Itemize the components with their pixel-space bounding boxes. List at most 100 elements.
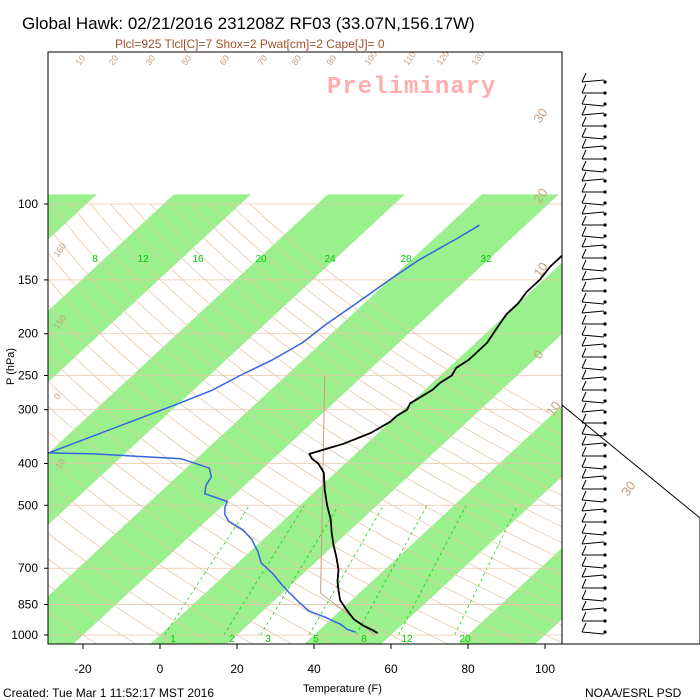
wind-barb-dot — [603, 443, 607, 447]
wind-barb-dot — [603, 256, 607, 260]
wind-barb-flag — [581, 226, 587, 237]
wind-barb-flag — [581, 259, 587, 270]
wind-barb-dot — [603, 168, 607, 172]
wind-barb-dot — [603, 553, 607, 557]
wind-barb-flag — [581, 556, 587, 567]
wind-barb-flag — [581, 248, 587, 259]
wind-barb-shaft — [581, 343, 605, 347]
wind-barb-flag — [581, 424, 587, 435]
wind-barb-flag — [581, 413, 587, 424]
wind-barb-shaft — [581, 598, 605, 602]
theta-label: 70 — [255, 53, 269, 67]
wind-barb-dot — [603, 102, 607, 106]
y-tick-label: 700 — [18, 561, 38, 575]
dry-adiabat-line — [48, 329, 528, 644]
right-temp-label: 30 — [618, 478, 639, 498]
wind-barb-flag — [581, 358, 587, 369]
wind-barb-flag — [581, 534, 587, 545]
wind-barb-dot — [603, 157, 607, 161]
mixing-ratio-line — [308, 505, 384, 636]
wind-barb-dot — [603, 575, 607, 579]
wind-barb-dot — [603, 91, 607, 95]
x-tick-label: 60 — [384, 662, 398, 676]
wind-barb-dot — [603, 476, 607, 480]
x-tick-label: -20 — [74, 662, 92, 676]
temperature-band — [48, 194, 97, 240]
x-tick-label: 40 — [307, 662, 321, 676]
dry-adiabat-line — [170, 203, 562, 481]
wind-barb-flag — [581, 545, 587, 556]
wind-barb-flag — [581, 336, 587, 347]
dry-adiabat-line — [48, 456, 332, 644]
wind-barb-dot — [603, 212, 607, 216]
isotherm-label: 12 — [137, 254, 149, 265]
dewpoint-trace — [48, 224, 480, 633]
wind-barb-shaft — [581, 211, 605, 215]
wind-barb-shaft — [581, 235, 605, 239]
wind-barb-dot — [603, 564, 607, 568]
wind-barb-flag — [581, 138, 587, 149]
wind-barb-flag — [581, 94, 587, 105]
mixing-ratio-line — [454, 505, 518, 636]
wind-barb-dot — [603, 278, 607, 282]
wind-barb-dot — [603, 344, 607, 348]
wind-barb-flag — [581, 501, 587, 512]
wind-barb-dot — [603, 267, 607, 271]
isotherm-label: 32 — [480, 254, 492, 265]
wind-barb-shaft — [581, 631, 605, 635]
dry-adiabat-line — [48, 558, 176, 644]
wind-barbs — [581, 72, 607, 635]
wind-barb-flag — [581, 182, 587, 193]
right-temp-label: 30 — [530, 105, 551, 125]
wind-barb-dot — [603, 509, 607, 513]
wind-barb-flag — [581, 523, 587, 534]
wind-barb-dot — [603, 399, 607, 403]
wind-barb-dot — [603, 234, 607, 238]
x-tick-label: 100 — [535, 662, 555, 676]
dry-adiabat-line — [110, 203, 562, 528]
dry-adiabat-line — [190, 203, 562, 466]
wind-barb-dot — [603, 421, 607, 425]
wind-barb-dot — [603, 289, 607, 293]
wind-barb-dot — [603, 498, 607, 502]
isotherm-labels: 8 12 16 20 24 28 321 2 3 5 8 12 20 — [92, 254, 492, 645]
created-timestamp: Created: Tue Mar 1 11:52:17 MST 2016 — [3, 686, 214, 700]
dry-adiabat-line — [48, 278, 562, 626]
wind-barb-dot — [603, 542, 607, 546]
wind-barb-dot — [603, 608, 607, 612]
x-tick-label: 20 — [230, 662, 244, 676]
wind-barb-flag — [581, 457, 587, 468]
wind-barb-flag — [581, 105, 587, 116]
wind-barb-flag — [581, 204, 587, 215]
wind-barb-shaft — [581, 400, 605, 404]
wind-barb-dot — [603, 322, 607, 326]
wind-barb-shaft — [581, 499, 605, 503]
wind-barb-flag — [581, 303, 587, 314]
wind-barb-shaft — [581, 433, 605, 437]
dry-adiabat-line — [150, 203, 562, 496]
wind-barb-flag — [581, 578, 587, 589]
mixing-ratio-label: 2 — [229, 634, 235, 645]
wind-barb-flag — [581, 347, 587, 358]
dry-adiabat-line — [249, 203, 562, 421]
wind-barb-flag — [581, 369, 587, 380]
wind-barb-shaft — [581, 310, 605, 314]
right-temp-label: 20 — [530, 185, 551, 205]
wind-barb-dot — [603, 366, 607, 370]
dry-adiabat-line — [48, 610, 98, 644]
right-temp-label: 10 — [543, 398, 564, 418]
wind-barb-shaft — [581, 409, 605, 413]
wind-barb-dot — [603, 597, 607, 601]
wind-barb-dot — [603, 619, 607, 623]
wind-barb-dot — [603, 432, 607, 436]
dry-adiabat-line — [130, 203, 562, 512]
wind-barb-flag — [581, 72, 587, 83]
wind-barb-dot — [603, 630, 607, 634]
wind-barb-dot — [603, 223, 607, 227]
dry-adiabat-line — [48, 304, 562, 644]
wind-barb-dot — [603, 333, 607, 337]
wind-barb-dot — [603, 135, 607, 139]
mixing-ratio-line — [260, 505, 339, 636]
dry-adiabat-line — [70, 203, 562, 560]
theta-label: 0 — [51, 391, 62, 401]
